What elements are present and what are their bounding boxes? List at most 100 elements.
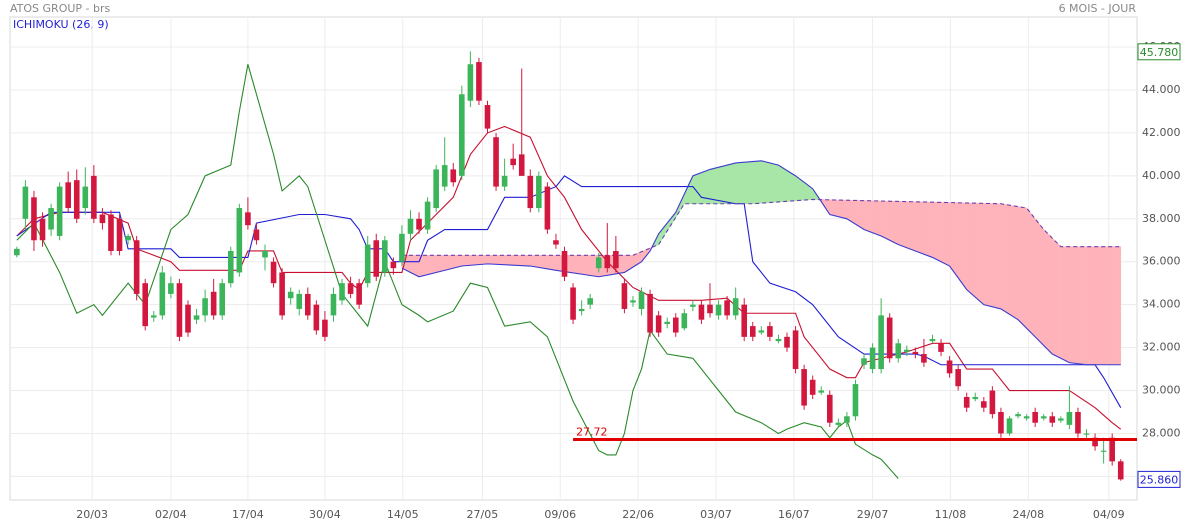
indicator-label: ICHIMOKU (26, 9) — [13, 18, 109, 31]
cloud-fill — [1058, 243, 1062, 359]
cloud-fill — [763, 160, 766, 204]
x-tick-label: 22/06 — [622, 508, 654, 521]
candle-body — [1015, 414, 1021, 417]
cloud-fill — [1103, 246, 1107, 366]
candle-body — [116, 218, 123, 251]
candle-body — [133, 240, 140, 294]
cloud-fill — [542, 254, 546, 269]
cloud-fill — [974, 202, 978, 300]
cloud-fill — [1028, 209, 1032, 334]
cloud-fill — [480, 254, 484, 265]
cloud-fill — [1009, 204, 1012, 317]
cloud-fill — [619, 254, 623, 274]
cloud-fill — [765, 161, 769, 204]
cloud-fill — [1081, 246, 1085, 365]
cloud-fill — [951, 202, 955, 273]
cloud-fill — [784, 168, 788, 202]
candle-body — [998, 411, 1004, 434]
cloud-fill — [776, 164, 779, 203]
cloud-fill — [489, 254, 493, 265]
x-tick-label: 29/07 — [857, 508, 889, 521]
cloud-fill — [412, 254, 416, 276]
cloud-fill — [880, 200, 884, 238]
cloud-fill — [461, 254, 465, 267]
cloud-fill — [444, 254, 448, 271]
cloud-fill — [949, 202, 953, 270]
cloud-fill — [423, 254, 426, 277]
plot — [14, 51, 1124, 481]
candle-body — [168, 283, 174, 294]
cloud-fill — [735, 162, 739, 205]
cloud-fill — [1047, 233, 1051, 353]
cloud-fill — [1004, 204, 1008, 314]
candle-body — [989, 390, 996, 415]
candle-body — [1032, 411, 1038, 423]
cloud-fill — [979, 202, 982, 304]
cloud-fill — [758, 160, 762, 204]
cloud-fill — [945, 202, 948, 266]
cloud-fill — [731, 163, 734, 205]
cloud-fill — [861, 200, 865, 231]
cloud-fill — [953, 202, 957, 276]
cloud-fill — [718, 166, 721, 205]
candle-body — [193, 315, 200, 320]
candle-body — [732, 298, 739, 316]
cloud-fill — [955, 202, 959, 279]
candle-body — [613, 250, 619, 269]
cloud-fill — [895, 201, 899, 246]
cloud-fill — [840, 199, 843, 219]
candle-body — [886, 317, 893, 359]
cloud-fill — [793, 173, 796, 202]
cloud-fill — [493, 254, 497, 265]
cloud-fill — [1026, 207, 1030, 332]
cloud-fill — [893, 201, 897, 244]
candle-body — [809, 379, 816, 395]
cloud-fill — [750, 161, 754, 205]
candle-body — [159, 272, 166, 316]
cloud-fill — [790, 172, 794, 202]
cloud-fill — [761, 160, 764, 204]
candle-body — [630, 300, 636, 303]
cloud-fill — [923, 201, 927, 256]
cloud-fill — [885, 200, 888, 240]
candle-body — [1092, 437, 1098, 447]
cloud-fill — [972, 202, 976, 298]
cloud-fill — [936, 201, 940, 262]
candle-body — [826, 394, 833, 423]
cloud-fill — [502, 254, 505, 266]
cloud-fill — [474, 254, 478, 266]
cloud-fill — [527, 254, 531, 267]
candle-body — [245, 212, 251, 226]
candle-body — [621, 283, 628, 309]
candle-body — [741, 304, 748, 337]
candle-body — [108, 214, 114, 251]
cloud-fill — [512, 254, 516, 266]
candle-body — [878, 315, 884, 370]
cloud-fill — [485, 254, 488, 265]
x-tick-label: 14/05 — [387, 508, 419, 521]
cloud-fill — [1101, 246, 1104, 366]
cloud-fill — [1105, 246, 1109, 366]
cloud-fill — [889, 200, 893, 242]
cloud-fill — [743, 161, 747, 205]
cloud-fill — [983, 203, 987, 306]
candle-body — [416, 218, 422, 230]
cloud-fill — [478, 254, 482, 265]
cloud-fill — [921, 201, 925, 255]
candle-body — [339, 283, 345, 301]
cloud-fill — [497, 254, 501, 265]
cloud-fill — [1013, 205, 1017, 319]
candle-body — [963, 396, 970, 408]
candle-body — [1083, 433, 1090, 435]
cloud-fill — [446, 254, 450, 271]
candle-body — [262, 250, 268, 258]
cloud-fill — [448, 254, 452, 270]
candle-body — [236, 208, 243, 273]
cloud-fill — [1079, 246, 1083, 365]
cloud-fill — [728, 163, 732, 205]
candle-body — [869, 347, 876, 370]
cloud-fill — [887, 200, 890, 241]
candle-body — [784, 336, 790, 348]
cloud-fill — [853, 200, 856, 225]
